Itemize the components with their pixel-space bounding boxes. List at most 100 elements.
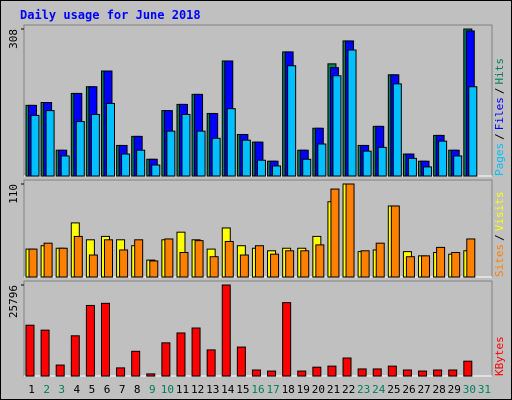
- bar: [60, 155, 70, 177]
- bar: [272, 165, 282, 177]
- legend-entry: Visits: [493, 192, 506, 232]
- x-tick-label: 30: [463, 383, 476, 396]
- bar: [317, 143, 327, 177]
- bar: [209, 256, 219, 278]
- bar: [226, 108, 236, 177]
- bar: [73, 235, 83, 278]
- x-tick-label: 21: [327, 383, 340, 396]
- bar: [134, 239, 144, 278]
- bar: [149, 260, 159, 278]
- bar: [372, 368, 382, 377]
- bar: [43, 242, 53, 278]
- legend-separator: /: [493, 88, 506, 95]
- bar: [176, 332, 186, 377]
- x-tick-label: 25: [387, 383, 400, 396]
- x-tick-label: 17: [266, 383, 279, 396]
- bar: [164, 238, 174, 278]
- bar: [206, 349, 216, 377]
- x-tick-label: 5: [89, 383, 96, 396]
- chart-title: Daily usage for June 2018: [20, 8, 201, 22]
- bar: [327, 365, 337, 377]
- bar: [100, 302, 110, 377]
- bar: [131, 350, 141, 377]
- legend: Pages / Files / Hits: [493, 58, 506, 176]
- bar: [119, 249, 129, 278]
- bar: [55, 364, 65, 377]
- bar: [282, 302, 292, 377]
- bar: [347, 49, 357, 177]
- x-tick-label: 10: [161, 383, 174, 396]
- x-tick-label: 22: [342, 383, 355, 396]
- bar: [75, 121, 85, 177]
- bar: [392, 83, 402, 177]
- bar: [105, 102, 115, 177]
- bar: [146, 373, 156, 377]
- bar: [285, 250, 295, 278]
- bar: [194, 240, 204, 278]
- bar: [103, 239, 113, 278]
- bar: [270, 253, 280, 278]
- bar: [40, 329, 50, 377]
- bar: [387, 365, 397, 377]
- bar: [251, 369, 261, 377]
- bar: [453, 155, 463, 177]
- bar: [121, 153, 131, 177]
- legend: KBytes: [493, 336, 506, 376]
- bar: [256, 159, 266, 177]
- bar: [402, 369, 412, 377]
- bar: [85, 304, 95, 377]
- bar: [312, 366, 322, 377]
- legend-entry: Pages: [493, 143, 506, 176]
- legend-entry: Sites: [493, 244, 506, 277]
- legend-separator: /: [493, 234, 506, 241]
- bar: [357, 368, 367, 377]
- bar: [116, 367, 126, 377]
- bar: [267, 370, 277, 377]
- x-tick-label: 1: [28, 383, 35, 396]
- bar: [224, 240, 234, 278]
- bar: [377, 146, 387, 177]
- bar: [362, 150, 372, 177]
- bar: [58, 247, 68, 278]
- x-tick-label: 4: [74, 383, 81, 396]
- bar: [345, 183, 355, 278]
- bar: [463, 360, 473, 377]
- bar: [70, 335, 80, 377]
- bar: [236, 346, 246, 377]
- x-tick-label: 7: [119, 383, 126, 396]
- legend: Sites / Visits: [493, 192, 506, 278]
- bar: [90, 113, 100, 177]
- bar: [451, 251, 461, 278]
- x-tick-label: 16: [251, 383, 264, 396]
- x-tick-label: 12: [191, 383, 204, 396]
- bar: [332, 75, 342, 177]
- bar: [315, 244, 325, 278]
- x-tick-label: 29: [448, 383, 461, 396]
- y-tick-label: 110: [7, 184, 20, 204]
- bar: [466, 238, 476, 278]
- legend-entry: KBytes: [493, 336, 506, 376]
- x-tick-label: 9: [149, 383, 156, 396]
- x-tick-label: 23: [357, 383, 370, 396]
- bar: [448, 369, 458, 377]
- bar: [28, 248, 38, 278]
- x-tick-label: 11: [176, 383, 189, 396]
- x-tick-label: 20: [312, 383, 325, 396]
- x-tick-label: 6: [104, 383, 111, 396]
- x-tick-label: 13: [206, 383, 219, 396]
- bar: [421, 255, 431, 278]
- bar: [254, 245, 264, 278]
- bar: [360, 250, 370, 278]
- bar: [151, 164, 161, 177]
- bar: [407, 157, 417, 177]
- x-tick-label: 18: [282, 383, 295, 396]
- x-tick-label: 27: [417, 383, 430, 396]
- bar: [221, 284, 231, 377]
- bar: [136, 149, 146, 177]
- bar: [287, 65, 297, 177]
- bar: [438, 140, 448, 177]
- x-tick-label: 15: [236, 383, 249, 396]
- x-tick-label: 2: [43, 383, 50, 396]
